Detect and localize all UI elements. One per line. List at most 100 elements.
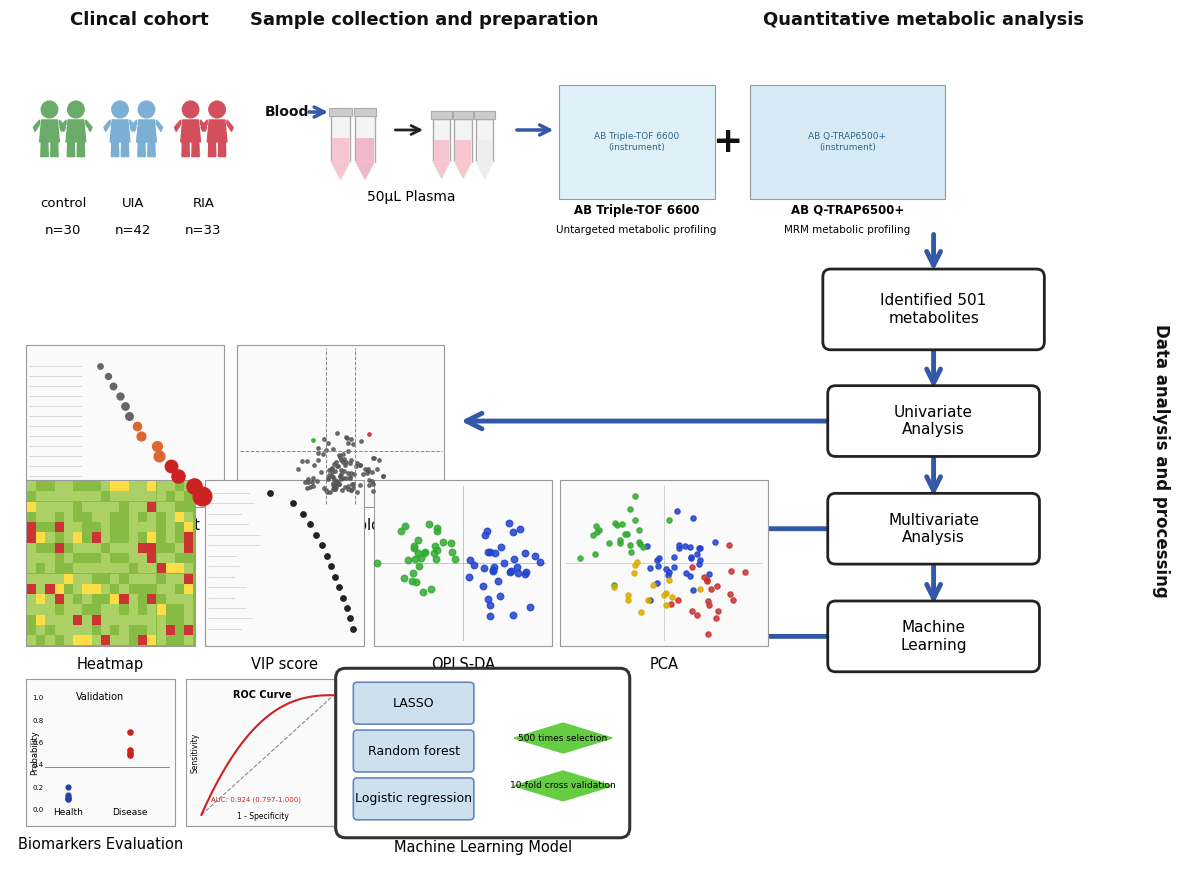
FancyBboxPatch shape <box>73 481 83 491</box>
Point <box>327 475 346 489</box>
Point <box>364 451 383 465</box>
FancyBboxPatch shape <box>37 584 45 594</box>
FancyBboxPatch shape <box>156 553 165 563</box>
Text: Multivariate
Analysis: Multivariate Analysis <box>888 513 979 545</box>
FancyBboxPatch shape <box>175 501 184 512</box>
FancyBboxPatch shape <box>119 532 129 543</box>
FancyBboxPatch shape <box>92 625 100 635</box>
Polygon shape <box>137 120 156 142</box>
FancyBboxPatch shape <box>73 501 83 512</box>
FancyBboxPatch shape <box>129 532 138 543</box>
Point <box>690 552 709 566</box>
Point <box>325 477 344 491</box>
Point <box>676 566 695 580</box>
FancyBboxPatch shape <box>37 563 45 574</box>
Point <box>414 585 433 599</box>
Point <box>111 389 130 403</box>
FancyBboxPatch shape <box>827 493 1039 564</box>
Point <box>317 442 336 456</box>
Point <box>323 462 342 476</box>
FancyBboxPatch shape <box>474 111 495 119</box>
FancyBboxPatch shape <box>110 584 119 594</box>
Polygon shape <box>51 142 58 157</box>
Point <box>499 516 518 530</box>
FancyBboxPatch shape <box>64 635 73 646</box>
FancyBboxPatch shape <box>100 481 110 491</box>
Point <box>303 475 322 489</box>
FancyBboxPatch shape <box>110 594 119 604</box>
Polygon shape <box>331 162 350 180</box>
FancyBboxPatch shape <box>64 532 73 543</box>
Point <box>339 482 358 496</box>
Point <box>670 538 689 552</box>
FancyBboxPatch shape <box>64 584 73 594</box>
FancyBboxPatch shape <box>148 594 156 604</box>
Text: Identified 501
metabolites: Identified 501 metabolites <box>881 293 987 326</box>
FancyBboxPatch shape <box>148 512 156 522</box>
FancyBboxPatch shape <box>110 563 119 574</box>
FancyBboxPatch shape <box>156 615 165 625</box>
FancyBboxPatch shape <box>434 140 449 161</box>
FancyBboxPatch shape <box>54 635 64 646</box>
FancyBboxPatch shape <box>27 492 35 501</box>
Point <box>121 745 139 759</box>
FancyBboxPatch shape <box>119 615 129 625</box>
FancyBboxPatch shape <box>83 501 91 512</box>
Point <box>680 540 699 554</box>
FancyBboxPatch shape <box>138 615 147 625</box>
Point <box>517 545 535 559</box>
Point <box>723 593 742 607</box>
FancyBboxPatch shape <box>100 512 110 522</box>
Point <box>428 522 447 536</box>
Point <box>329 459 348 473</box>
Point <box>331 463 350 478</box>
Polygon shape <box>66 120 86 142</box>
Point <box>660 513 678 527</box>
Text: PCA: PCA <box>650 657 678 672</box>
Circle shape <box>209 101 226 118</box>
Text: Data analysis and processing: Data analysis and processing <box>1152 324 1170 598</box>
FancyBboxPatch shape <box>119 594 129 604</box>
FancyBboxPatch shape <box>184 563 194 574</box>
Point <box>121 724 139 738</box>
Text: n=42: n=42 <box>115 224 151 237</box>
Point <box>292 455 311 469</box>
FancyBboxPatch shape <box>27 635 35 646</box>
Point <box>587 525 606 539</box>
Text: Machine Learning Model: Machine Learning Model <box>394 840 572 855</box>
FancyBboxPatch shape <box>560 480 768 647</box>
FancyBboxPatch shape <box>165 481 175 491</box>
Point <box>336 480 355 494</box>
FancyBboxPatch shape <box>138 501 147 512</box>
Text: +: + <box>713 125 743 159</box>
FancyBboxPatch shape <box>37 481 45 491</box>
FancyBboxPatch shape <box>37 492 45 501</box>
Polygon shape <box>227 120 233 131</box>
Point <box>415 546 434 560</box>
Point <box>697 574 716 589</box>
FancyBboxPatch shape <box>54 492 64 501</box>
FancyBboxPatch shape <box>148 604 156 615</box>
Point <box>311 464 330 478</box>
Point <box>337 430 356 444</box>
FancyBboxPatch shape <box>119 501 129 512</box>
Point <box>312 538 331 552</box>
FancyBboxPatch shape <box>129 553 138 563</box>
Text: Clincal cohort: Clincal cohort <box>70 11 209 29</box>
FancyBboxPatch shape <box>26 480 195 647</box>
Point <box>351 434 370 448</box>
FancyBboxPatch shape <box>165 604 175 615</box>
Point <box>404 539 423 553</box>
Polygon shape <box>454 162 472 179</box>
Text: Sensitivity: Sensitivity <box>190 732 199 773</box>
Polygon shape <box>455 162 470 177</box>
FancyBboxPatch shape <box>827 386 1039 456</box>
FancyBboxPatch shape <box>100 563 110 574</box>
Point <box>608 518 626 532</box>
Point <box>116 399 135 413</box>
FancyBboxPatch shape <box>73 594 83 604</box>
FancyBboxPatch shape <box>138 625 147 635</box>
Point <box>260 485 279 500</box>
Point <box>333 455 352 469</box>
FancyBboxPatch shape <box>148 615 156 625</box>
